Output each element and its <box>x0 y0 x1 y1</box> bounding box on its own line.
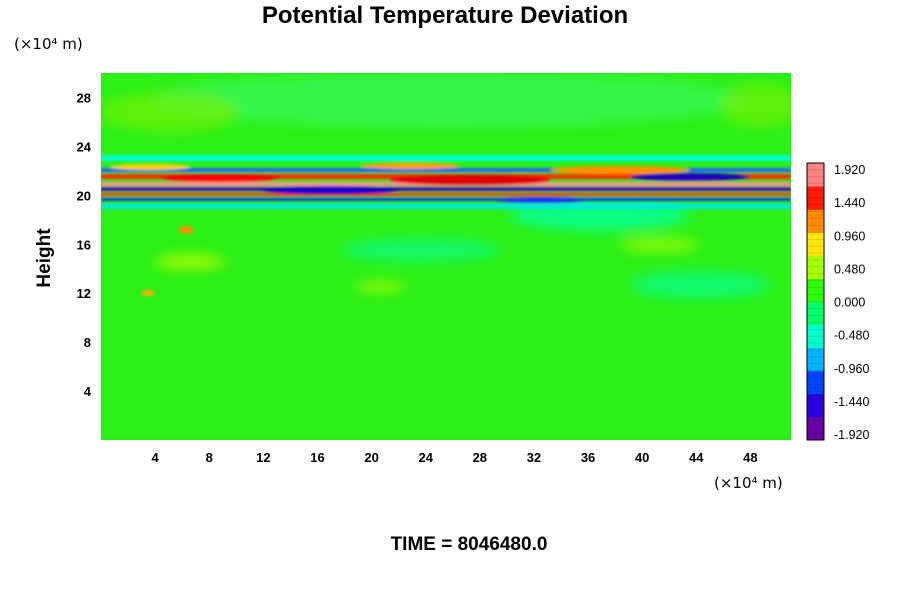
x-tick-label: 32 <box>527 450 541 465</box>
x-tick-label: 48 <box>743 450 757 465</box>
heatmap-field <box>101 73 791 440</box>
red-wave-2 <box>390 175 550 185</box>
y-tick-label: 28 <box>77 90 91 105</box>
y-tick-label: 20 <box>77 188 91 203</box>
colorbar-tick-label: 0.480 <box>834 262 865 276</box>
red-spot-1 <box>179 226 193 234</box>
mid-yellow-3 <box>355 281 405 293</box>
upper-right-yellowish <box>720 83 791 127</box>
colorbar-ticks: 1.920 1.440 0.960 0.480 0.000 -0.480 -0.960 -1.… <box>834 163 869 442</box>
x-tick-label: 36 <box>581 450 595 465</box>
x-tick-label: 8 <box>206 450 213 465</box>
band-blue-2 <box>101 198 791 201</box>
colorbar-segment <box>807 393 824 418</box>
x-tick-label: 24 <box>418 450 433 465</box>
x-tick-label: 40 <box>635 450 649 465</box>
colorbar-tick-label: 0.960 <box>834 229 865 243</box>
colorbar-frame <box>806 162 825 441</box>
chart-title: Potential Temperature Deviation <box>262 2 628 29</box>
orange-wave-1 <box>550 166 690 174</box>
colorbar-tick-label: -0.960 <box>834 362 869 376</box>
y-unit-label: (×10⁴ m) <box>14 35 83 53</box>
upper-layer-light <box>150 73 750 128</box>
x-tick-label: 4 <box>152 450 160 465</box>
colorbar-segment <box>807 255 824 279</box>
colorbar-segment <box>807 347 824 372</box>
colorbar-segment <box>807 416 824 441</box>
blue-wave-2 <box>630 173 750 181</box>
field-blobs <box>101 73 791 299</box>
colorbar-segment <box>807 278 824 302</box>
mid-cyan-1 <box>510 199 690 231</box>
x-ticks: 4 8 12 16 20 24 28 32 36 40 44 48 <box>152 450 758 465</box>
x-tick-label: 12 <box>256 450 270 465</box>
colorbar-segment <box>807 370 824 395</box>
blue-wave-3 <box>490 197 590 203</box>
band-blue-1 <box>101 168 791 172</box>
mid-cyan-3 <box>630 271 770 299</box>
orange-wave-2 <box>110 164 190 170</box>
y-ticks: 4 8 12 16 20 24 28 <box>77 90 92 399</box>
y-tick-label: 12 <box>77 286 91 301</box>
colorbar-tick-label: -1.440 <box>834 395 869 409</box>
red-spot-2 <box>142 290 154 296</box>
x-tick-label: 28 <box>473 450 487 465</box>
blue-wave-1 <box>260 186 400 194</box>
band-purple-1 <box>101 187 791 191</box>
plot-frame <box>100 72 792 441</box>
y-tick-label: 16 <box>77 237 91 252</box>
mid-yellow-1 <box>155 254 225 270</box>
colorbar-segment <box>807 163 824 187</box>
colorbar-tick-label: 1.920 <box>834 163 865 177</box>
colorbar-segment <box>807 209 824 233</box>
mid-cyan-2 <box>340 238 500 262</box>
colorbar-segment <box>807 186 824 210</box>
y-tick-label: 4 <box>84 384 92 399</box>
colorbar-tick-label: -0.480 <box>834 329 869 343</box>
x-tick-label: 20 <box>364 450 378 465</box>
y-axis-label: Height <box>34 228 55 288</box>
colorbar-segment <box>807 324 824 349</box>
upper-left-yellowish <box>101 92 240 132</box>
red-wave-1 <box>160 174 280 182</box>
time-label: TIME = 8046480.0 <box>391 534 548 555</box>
band-red-2 <box>101 193 791 196</box>
colorbar-tick-label: 0.000 <box>834 296 865 310</box>
orange-wave-3 <box>360 163 460 169</box>
x-tick-label: 44 <box>689 450 704 465</box>
band-cyan-bottom <box>101 204 791 209</box>
colorbar <box>806 162 825 441</box>
colorbar-segment <box>807 232 824 256</box>
colorbar-segment <box>807 301 824 326</box>
colorbar-tick-label: -1.920 <box>834 428 869 442</box>
colorbar-tick-label: 1.440 <box>834 196 865 210</box>
x-tick-label: 16 <box>310 450 324 465</box>
mid-yellow-2 <box>620 238 700 252</box>
y-tick-label: 8 <box>84 335 91 350</box>
x-unit-label: (×10⁴ m) <box>714 474 783 492</box>
y-tick-label: 24 <box>77 139 92 154</box>
band-cyan-top <box>101 155 791 161</box>
shear-layer <box>101 155 791 296</box>
